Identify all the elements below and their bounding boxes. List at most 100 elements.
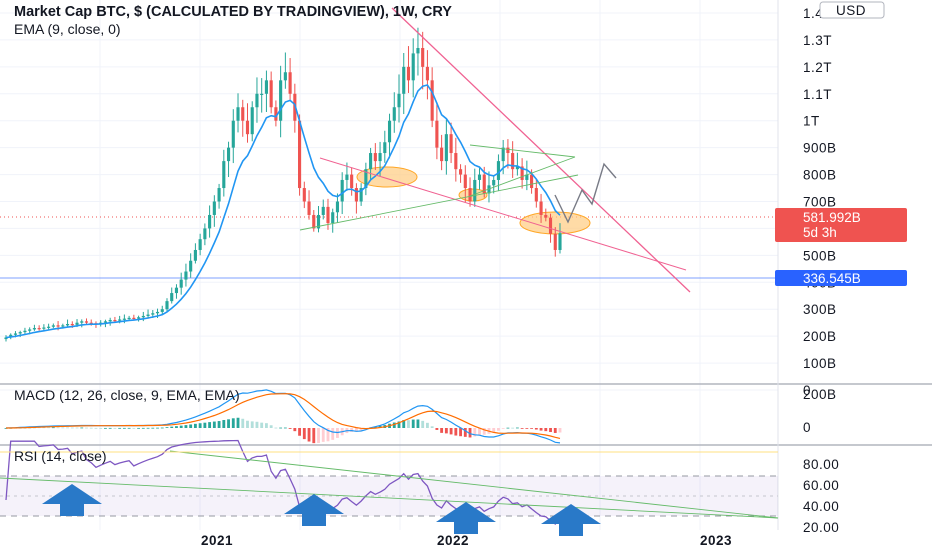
macd-bar	[534, 428, 538, 430]
macd-bar	[430, 426, 434, 428]
macd-bar	[520, 428, 524, 429]
macd-bar	[302, 428, 306, 440]
macd-bar	[165, 427, 169, 428]
rsi-arrows[interactable]	[42, 484, 601, 536]
macd-bar	[459, 428, 462, 437]
macd-bar	[80, 427, 84, 429]
candle-body	[122, 318, 126, 320]
candle-body	[89, 322, 93, 324]
candle-body	[307, 201, 311, 215]
rsi-tick-40: 40.00	[803, 499, 839, 514]
trendline-lower-green[interactable]	[469, 156, 576, 197]
macd-bar	[250, 421, 254, 428]
candle-body	[477, 174, 482, 180]
macd-bar	[350, 428, 354, 432]
price-tick-label: 1T	[803, 114, 820, 129]
macd-tick-0: 0	[803, 420, 811, 435]
macd-bar	[151, 427, 155, 429]
macd-bar	[549, 428, 552, 432]
candle-body	[37, 328, 41, 330]
macd-bar	[227, 419, 230, 428]
macd-bar	[321, 428, 325, 442]
candle-body	[530, 174, 534, 189]
candle-body	[544, 214, 548, 218]
chart-title[interactable]: Market Cap BTC, $ (CALCULATED BY TRADING…	[14, 4, 452, 20]
candle-body	[331, 212, 335, 224]
candle-body	[255, 93, 259, 108]
candle-body	[80, 321, 84, 323]
candle-body	[51, 325, 55, 327]
trendline-lower[interactable]	[319, 157, 687, 271]
macd-bar	[444, 428, 448, 434]
candle-body	[515, 166, 519, 170]
candle-body	[4, 337, 8, 340]
candle-body	[108, 319, 112, 322]
macd-bar	[179, 425, 183, 428]
candle-body	[312, 214, 316, 229]
price-axis[interactable]: 1.4T1.3T1.2T1.1T1T900B800B700B600B500B40…	[803, 6, 837, 398]
macd-bar	[75, 427, 79, 429]
macd-bar	[331, 428, 335, 440]
macd-bar	[283, 427, 287, 429]
time-label-2023: 2023	[700, 533, 732, 548]
macd-bar	[416, 419, 420, 428]
macd-bar	[525, 428, 529, 429]
macd-bar	[468, 428, 472, 438]
price-tick-label: 800B	[803, 168, 837, 183]
macd-bar	[553, 428, 557, 433]
currency-button-label: USD	[836, 3, 866, 18]
candle-body	[18, 332, 22, 334]
trendline-resistance[interactable]	[391, 7, 691, 293]
candle-body	[430, 80, 434, 121]
rsi-tick-60: 60.00	[803, 478, 839, 493]
macd-bar	[425, 422, 429, 428]
ellipse-support-1[interactable]	[356, 166, 418, 188]
candle-body	[548, 217, 553, 234]
macd-bar	[141, 427, 145, 429]
up-arrow-icon[interactable]	[436, 502, 496, 534]
macd-bar	[113, 427, 117, 429]
rsi-trendline-2[interactable]	[169, 450, 779, 519]
candle-body	[231, 120, 235, 148]
drawing-trendlines[interactable]	[299, 7, 691, 293]
ema-legend[interactable]: EMA (9, close, 0)	[14, 21, 121, 37]
macd-bar	[397, 421, 401, 428]
macd-bar	[170, 426, 174, 428]
price-tick-label: 500B	[803, 248, 837, 263]
candle-body	[463, 174, 467, 189]
trendline-upper-green[interactable]	[469, 144, 576, 158]
currency-button[interactable]: USD	[819, 1, 885, 19]
candle-body	[132, 317, 136, 320]
macd-legend[interactable]: MACD (12, 26, close, 9, EMA, EMA)	[14, 387, 240, 403]
macd-histogram	[4, 417, 562, 444]
candle-body	[13, 333, 18, 335]
candle-body	[113, 319, 117, 322]
rsi-legend[interactable]: RSI (14, close)	[14, 448, 107, 464]
macd-bar	[94, 427, 98, 429]
macd-bar	[274, 427, 278, 429]
trendline-support-green[interactable]	[299, 174, 579, 231]
up-arrow-icon[interactable]	[42, 484, 102, 516]
macd-bar	[421, 420, 425, 428]
macd-bar	[137, 427, 141, 429]
macd-bar	[288, 428, 292, 429]
candle-body	[534, 188, 538, 202]
candle-body	[411, 53, 415, 81]
candle-body	[444, 134, 448, 162]
projection-path[interactable]	[554, 162, 617, 224]
candles-group	[4, 27, 562, 342]
macd-bar	[411, 419, 415, 428]
candle-body	[335, 201, 340, 213]
candle-body	[222, 161, 226, 189]
candle-body	[440, 147, 444, 162]
macd-bar	[260, 422, 264, 428]
macd-bar	[407, 420, 410, 428]
up-arrow-icon[interactable]	[541, 504, 601, 536]
candle-body	[316, 214, 321, 229]
candle-body	[373, 153, 377, 162]
macd-bar	[118, 427, 122, 429]
price-tick-label: 200B	[803, 329, 837, 344]
rsi-trendline-1[interactable]	[0, 477, 779, 519]
up-arrow-icon[interactable]	[284, 494, 344, 526]
macd-bar	[208, 422, 212, 428]
